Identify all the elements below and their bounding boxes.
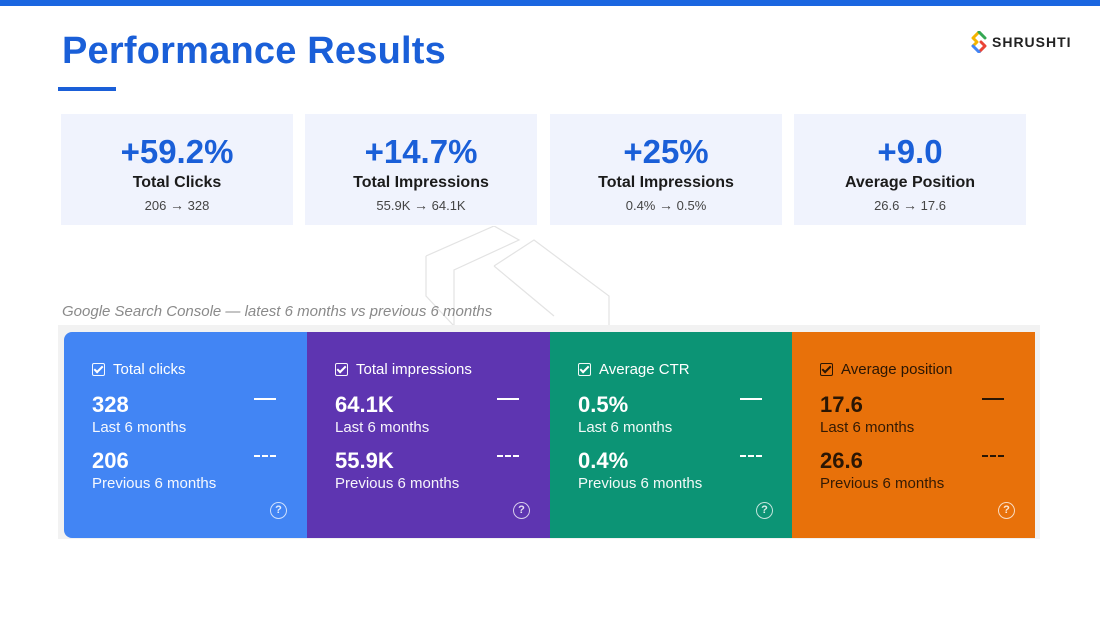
help-icon[interactable]: ? bbox=[998, 502, 1015, 519]
stat-from: 0.4% bbox=[625, 198, 656, 213]
checkbox-checked-icon[interactable] bbox=[578, 363, 591, 376]
top-accent-bar bbox=[0, 0, 1100, 6]
stat-card-ctr: +25% Total Impressions 0.4% → 0.5% bbox=[550, 114, 782, 225]
help-icon[interactable]: ? bbox=[756, 502, 773, 519]
gsc-card-header: Average position bbox=[820, 361, 952, 378]
arrow-right-icon: → bbox=[170, 197, 184, 213]
gsc-card-total-impressions[interactable]: Total impressions 64.1K Last 6 months 55… bbox=[307, 332, 550, 538]
previous-period-label: Previous 6 months bbox=[335, 475, 460, 492]
stat-to: 0.5% bbox=[676, 198, 707, 213]
previous-value: 26.6 bbox=[820, 448, 863, 473]
stat-change: 206 → 328 bbox=[61, 197, 293, 214]
gsc-card-name: Total clicks bbox=[113, 361, 186, 378]
checkbox-checked-icon[interactable] bbox=[820, 363, 833, 376]
stat-value: +59.2% bbox=[120, 133, 234, 170]
current-period-label: Last 6 months bbox=[92, 419, 187, 436]
dashed-line-legend-icon bbox=[740, 455, 762, 457]
checkbox-checked-icon[interactable] bbox=[92, 363, 105, 376]
gsc-card-name: Average position bbox=[841, 361, 953, 378]
current-value: 64.1K bbox=[335, 392, 394, 417]
gsc-card-average-ctr[interactable]: Average CTR 0.5% Last 6 months 0.4% Prev… bbox=[550, 332, 793, 538]
stat-from: 206 bbox=[144, 198, 167, 213]
gsc-card-header: Total impressions bbox=[335, 361, 472, 378]
stat-card-total-clicks: +59.2% Total Clicks 206 → 328 bbox=[61, 114, 293, 225]
stat-from: 55.9K bbox=[376, 198, 411, 213]
current-value: 0.5% bbox=[578, 392, 629, 417]
stat-value: +25% bbox=[623, 133, 709, 170]
previous-period-label: Previous 6 months bbox=[820, 475, 945, 492]
previous-value: 55.9K bbox=[335, 448, 394, 473]
current-period-label: Last 6 months bbox=[335, 419, 430, 436]
gsc-card-header: Total clicks bbox=[92, 361, 186, 378]
current-value: 17.6 bbox=[820, 392, 863, 417]
stat-to: 328 bbox=[187, 198, 210, 213]
previous-period-label: Previous 6 months bbox=[92, 475, 217, 492]
stat-to: 64.1K bbox=[431, 198, 466, 213]
decorative-watermark bbox=[425, 226, 610, 326]
title-underline bbox=[58, 87, 116, 91]
stat-change: 55.9K → 64.1K bbox=[305, 197, 537, 214]
previous-value: 206 bbox=[92, 448, 129, 473]
stat-change: 26.6 → 17.6 bbox=[794, 197, 1026, 214]
solid-line-legend-icon bbox=[982, 398, 1004, 400]
stat-card-average-position: +9.0 Average Position 26.6 → 17.6 bbox=[794, 114, 1026, 225]
gsc-card-name: Average CTR bbox=[599, 361, 690, 378]
arrow-right-icon: → bbox=[903, 197, 917, 213]
stat-label: Average Position bbox=[844, 174, 976, 191]
dashed-line-legend-icon bbox=[497, 455, 519, 457]
logo-icon bbox=[971, 31, 987, 53]
stat-value: +9.0 bbox=[877, 133, 943, 170]
stat-label: Total Clicks bbox=[132, 174, 222, 191]
current-value: 328 bbox=[92, 392, 129, 417]
dashed-line-legend-icon bbox=[254, 455, 276, 457]
solid-line-legend-icon bbox=[740, 398, 762, 400]
gsc-card-total-clicks[interactable]: Total clicks 328 Last 6 months 206 Previ… bbox=[64, 332, 307, 538]
current-period-label: Last 6 months bbox=[578, 419, 673, 436]
gsc-card-name: Total impressions bbox=[356, 361, 472, 378]
stat-to: 17.6 bbox=[920, 198, 946, 213]
stat-label: Total Impressions bbox=[598, 174, 734, 191]
help-icon[interactable]: ? bbox=[513, 502, 530, 519]
help-icon[interactable]: ? bbox=[270, 502, 287, 519]
logo-text: SHRUSHTI bbox=[992, 34, 1072, 50]
stat-card-total-impressions: +14.7% Total Impressions 55.9K → 64.1K bbox=[305, 114, 537, 225]
dashed-line-legend-icon bbox=[982, 455, 1004, 457]
previous-period-label: Previous 6 months bbox=[578, 475, 703, 492]
gsc-card-average-position[interactable]: Average position 17.6 Last 6 months 26.6… bbox=[792, 332, 1035, 538]
arrow-right-icon: → bbox=[659, 197, 673, 213]
previous-value: 0.4% bbox=[578, 448, 629, 473]
gsc-card-header: Average CTR bbox=[578, 361, 690, 378]
page-title: Performance Results bbox=[62, 30, 446, 72]
stat-change: 0.4% → 0.5% bbox=[550, 197, 782, 214]
stat-label: Total Impressions bbox=[353, 174, 489, 191]
solid-line-legend-icon bbox=[497, 398, 519, 400]
arrow-right-icon: → bbox=[414, 197, 428, 213]
gsc-caption: Google Search Console — latest 6 months … bbox=[62, 303, 493, 320]
checkbox-checked-icon[interactable] bbox=[335, 363, 348, 376]
stat-from: 26.6 bbox=[874, 198, 900, 213]
brand-logo: SHRUSHTI bbox=[970, 31, 1072, 53]
current-period-label: Last 6 months bbox=[820, 419, 915, 436]
solid-line-legend-icon bbox=[254, 398, 276, 400]
stat-value: +14.7% bbox=[364, 133, 478, 170]
